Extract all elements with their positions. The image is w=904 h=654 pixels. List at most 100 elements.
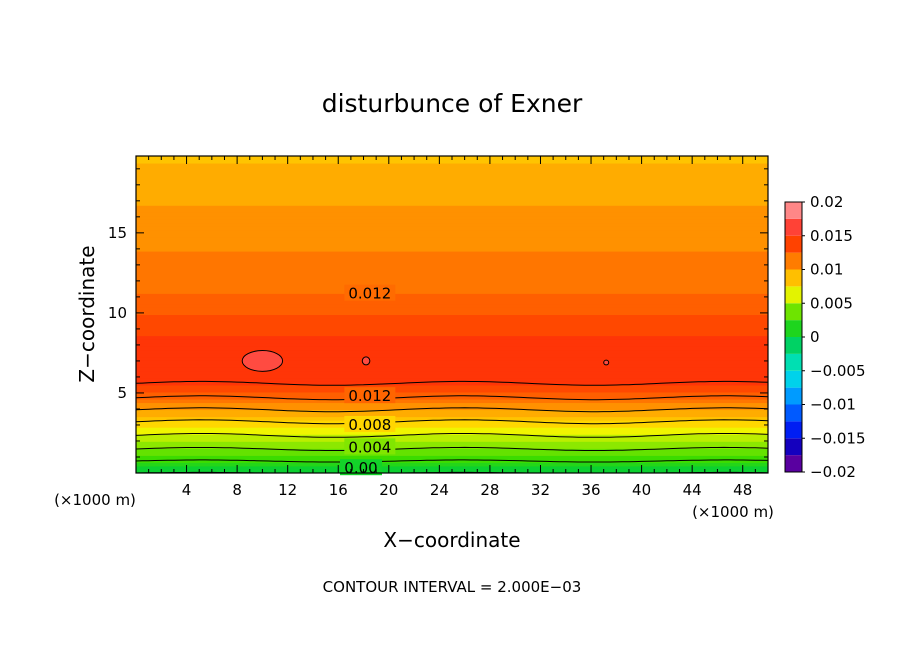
contour-label-bg (344, 415, 396, 432)
colorbar-tick-label: −0.01 (810, 396, 856, 414)
contour-label: 0.012 (348, 387, 391, 405)
field-band (136, 419, 768, 425)
x-tick-label: 12 (278, 481, 297, 499)
field-band (136, 166, 768, 171)
contour-label: 0.012 (348, 285, 391, 303)
contour-line (136, 459, 768, 463)
field-band (136, 194, 768, 199)
contour-line (136, 419, 768, 425)
field-band (136, 370, 768, 375)
x-tick-label: 48 (733, 481, 752, 499)
colorbar-tick-label: −0.005 (810, 362, 866, 380)
contour-label-bg (344, 438, 396, 455)
field-band (136, 377, 768, 382)
field-band (136, 211, 768, 217)
field-band (136, 349, 768, 354)
field-band (136, 335, 768, 340)
field-band (136, 454, 768, 460)
field-band (136, 433, 768, 439)
x-tick-label: 20 (379, 481, 398, 499)
field-band (136, 398, 768, 404)
field-band (136, 159, 768, 164)
field-band (136, 240, 768, 245)
colorbar-segment (785, 370, 802, 388)
field-band (136, 352, 768, 358)
field-band (136, 356, 768, 361)
field-band (136, 440, 768, 446)
chart-title: disturbunce of Exner (322, 89, 583, 118)
field-band (136, 208, 768, 213)
field-band (136, 225, 768, 231)
field-band (136, 278, 768, 284)
field-band (136, 271, 768, 277)
field-band (136, 345, 768, 351)
colorbar-tick-label: 0.01 (810, 261, 843, 279)
field-band (136, 257, 768, 263)
field-band (136, 373, 768, 379)
contour-line (136, 433, 768, 438)
x-tick-label: 24 (430, 481, 449, 499)
field-band (136, 292, 768, 298)
contour-label-bg (344, 284, 396, 301)
y-axis-label: Z−coordinate (75, 245, 99, 382)
field-band (136, 190, 768, 196)
field-band (136, 423, 768, 428)
colorbar-segment (785, 235, 802, 253)
field-band (136, 317, 768, 323)
colorbar-segment (785, 353, 802, 371)
field-band (136, 197, 768, 203)
field-band (136, 380, 768, 386)
field-band (136, 451, 768, 456)
field-band (136, 384, 768, 389)
x-unit-right: (×1000 m) (692, 503, 774, 521)
field-band (136, 324, 768, 330)
colorbar-tick-label: 0.005 (810, 294, 853, 312)
field-band (136, 447, 768, 453)
contour-line (136, 407, 768, 413)
x-axis: 4 8 12 16 20 24 28 32 36 40 44 48 (148, 156, 756, 499)
colorbar-tick-label: −0.02 (810, 463, 856, 481)
field-band (136, 169, 768, 175)
closed-contour (241, 350, 284, 372)
field-band (136, 250, 768, 256)
field-band (136, 458, 768, 463)
closed-contour (603, 359, 610, 366)
contour-labels: 0.012 0.012 0.008 0.004 0.00 (339, 284, 396, 477)
field-band (136, 342, 768, 347)
field-band (136, 268, 768, 273)
field-band (136, 461, 768, 467)
field-band (136, 229, 768, 234)
field-band (136, 359, 768, 365)
x-tick-label: 16 (329, 481, 348, 499)
field-band (136, 426, 768, 432)
y-axis: 5 10 15 (108, 168, 768, 458)
field-band (136, 247, 768, 252)
colorbar-segment (785, 421, 802, 439)
field-band (136, 328, 768, 333)
field-band (136, 299, 768, 305)
x-tick-label: 36 (581, 481, 600, 499)
colorbar-tick-label: 0.02 (810, 193, 843, 211)
x-unit-left: (×1000 m) (54, 491, 136, 509)
contour-label-bg (344, 387, 396, 404)
y-tick-label: 10 (108, 304, 127, 322)
field-band (136, 218, 768, 224)
field-band (136, 204, 768, 210)
colorbar-segment (785, 337, 802, 354)
field-band (136, 236, 768, 242)
closed-contour (361, 356, 371, 366)
x-tick-label: 32 (531, 481, 550, 499)
colorbar-tick-label: −0.015 (810, 429, 866, 447)
colorbar (784, 201, 803, 473)
field-band (136, 412, 768, 418)
colorbar-ticks: 0.02 0.015 0.01 0.005 0 −0.005 −0.01 −0.015 −0.0… (802, 193, 866, 481)
colorbar-segment (785, 303, 802, 321)
colorbar-segment (785, 252, 802, 270)
field-band (136, 366, 768, 372)
field-band (136, 338, 768, 344)
field-band (136, 215, 768, 220)
field-band (136, 363, 768, 368)
field-band (136, 402, 768, 407)
y-tick-label: 15 (108, 224, 127, 242)
